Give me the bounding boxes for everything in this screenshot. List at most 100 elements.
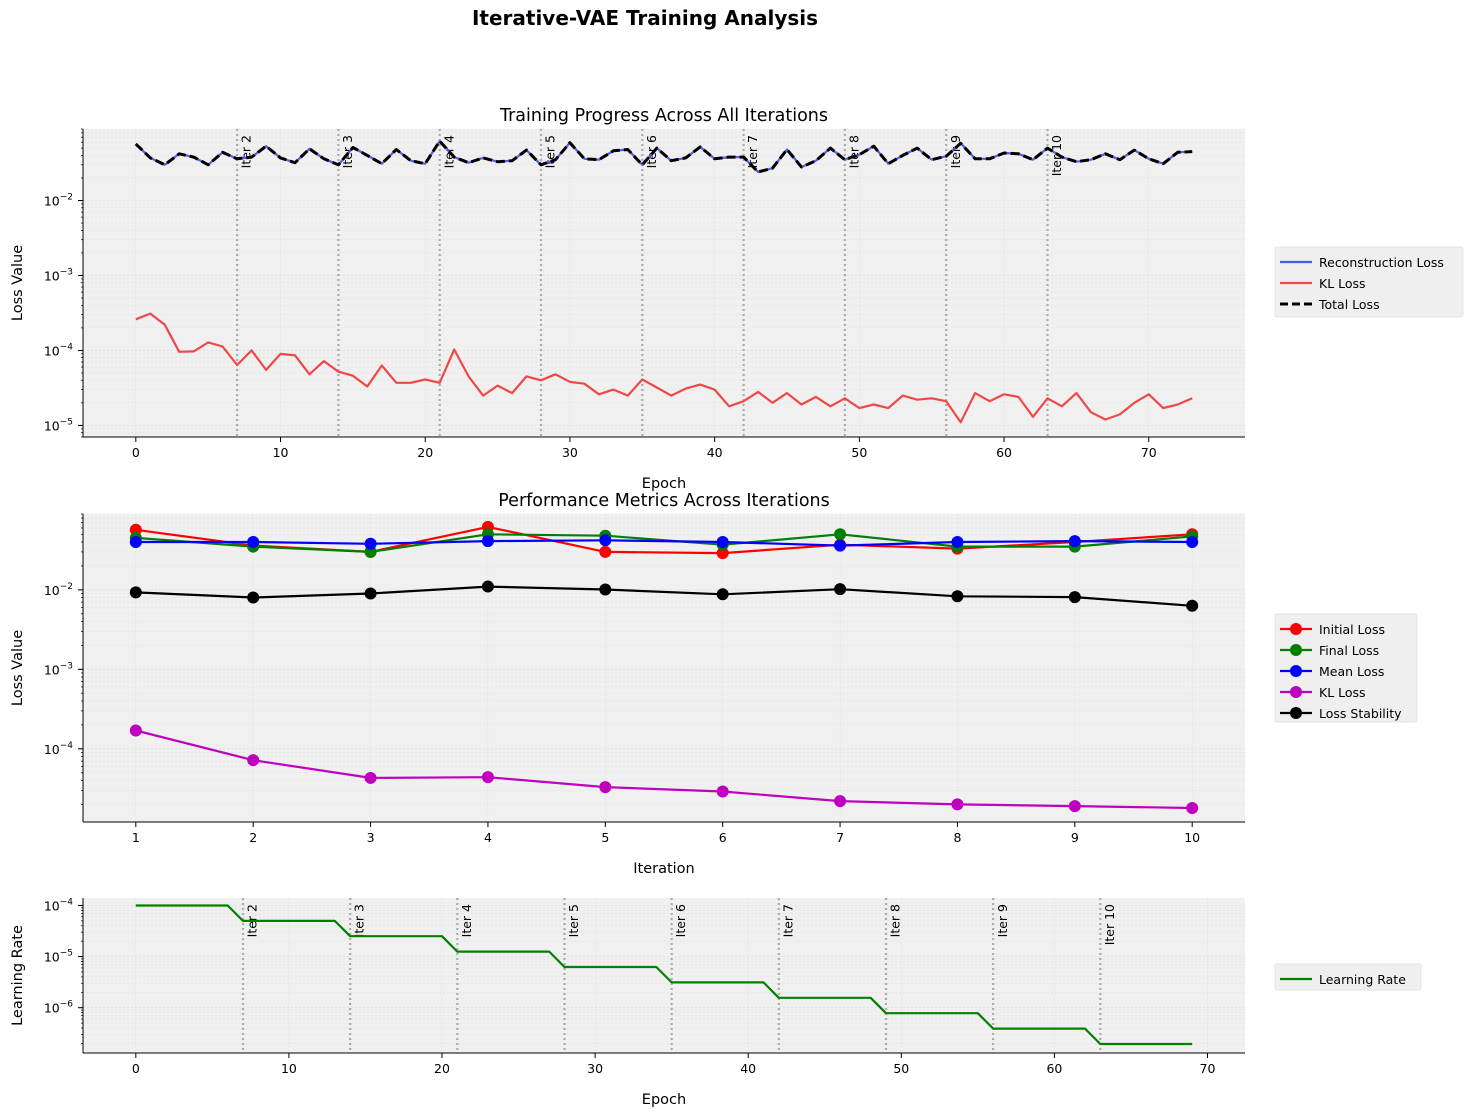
data-point — [834, 528, 847, 541]
legend-label: Final Loss — [1319, 643, 1379, 658]
iteration-marker-label: Iter 10 — [1102, 904, 1117, 945]
legend-box — [1274, 613, 1418, 723]
x-tick-label: 5 — [601, 830, 609, 845]
y-tick-label: 10−4 — [44, 741, 73, 757]
data-point — [129, 535, 142, 548]
y-tick-label: 10−2 — [44, 193, 73, 209]
x-tick-label: 3 — [367, 830, 375, 845]
x-tick-label: 20 — [417, 445, 433, 460]
data-point — [1068, 800, 1081, 813]
y-tick-label: 10−2 — [44, 582, 73, 598]
series-line-total-loss — [134, 139, 1193, 174]
x-axis-title: Iteration — [633, 861, 695, 877]
data-point — [247, 535, 260, 548]
grid — [79, 513, 1245, 822]
data-point — [364, 587, 377, 600]
x-axis-title: Epoch — [642, 476, 686, 492]
data-point — [599, 781, 612, 794]
y-tick-label: 10−4 — [44, 342, 73, 358]
series-line-mean-loss — [135, 539, 1193, 547]
plot-area — [83, 129, 1245, 437]
x-tick-label: 70 — [1200, 1061, 1216, 1076]
y-tick-label: 10−3 — [44, 267, 73, 283]
x-tick-label: 6 — [719, 830, 727, 845]
y-axis-title: Learning Rate — [10, 925, 26, 1026]
data-point — [951, 535, 964, 548]
legend-marker — [1290, 644, 1302, 656]
y-tick-label: 10−6 — [44, 1000, 73, 1016]
series-line-learning-rate — [135, 904, 1193, 1046]
x-tick-label: 0 — [132, 1061, 140, 1076]
legend-box — [1274, 963, 1422, 991]
data-point — [599, 583, 612, 596]
data-point — [1186, 599, 1199, 612]
x-tick-label: 20 — [434, 1061, 450, 1076]
iteration-marker-label: Iter 2 — [239, 135, 254, 168]
x-tick-label: 30 — [587, 1061, 603, 1076]
legend: Learning Rate — [1274, 963, 1422, 991]
legend-label: Initial Loss — [1319, 622, 1385, 637]
data-point — [834, 795, 847, 808]
legend-marker — [1290, 707, 1302, 719]
data-point — [716, 785, 729, 798]
iteration-marker-label: Iter 9 — [995, 904, 1010, 937]
panel-title: Performance Metrics Across Iterations — [498, 491, 830, 511]
iteration-marker-label: Iter 7 — [780, 904, 795, 937]
x-tick-label: 8 — [953, 830, 961, 845]
data-point — [1186, 535, 1199, 548]
data-point — [1068, 535, 1081, 548]
x-tick-label: 30 — [562, 445, 578, 460]
data-point — [1068, 591, 1081, 604]
data-point — [716, 588, 729, 601]
iteration-marker-label: Iter 6 — [644, 135, 659, 168]
data-point — [716, 547, 729, 560]
x-tick-label: 1 — [132, 830, 140, 845]
x-tick-label: 60 — [996, 445, 1012, 460]
legend-label: Learning Rate — [1319, 972, 1406, 987]
data-point — [481, 771, 494, 784]
data-point — [834, 539, 847, 552]
x-tick-label: 70 — [1141, 445, 1157, 460]
x-axis-title: Epoch — [642, 1092, 686, 1108]
y-tick-label: 10−5 — [44, 949, 73, 965]
y-tick-label: 10−3 — [44, 661, 73, 677]
x-tick-label: 4 — [484, 830, 492, 845]
series-line-kl-loss — [135, 312, 1193, 424]
x-tick-label: 50 — [893, 1061, 909, 1076]
iteration-marker-label: Iter 3 — [340, 135, 355, 168]
legend-label: Total Loss — [1318, 297, 1380, 312]
legend-marker — [1290, 665, 1302, 677]
y-axis-title: Loss Value — [10, 630, 26, 706]
panel-3: Iter 2 Iter 3 Iter 4 Iter 5 Iter 6 Iter 7 Iter… — [10, 897, 1422, 1108]
x-tick-label: 0 — [132, 445, 140, 460]
data-point — [599, 545, 612, 558]
x-tick-label: 9 — [1071, 830, 1079, 845]
data-point — [599, 534, 612, 547]
x-tick-label: 50 — [851, 445, 867, 460]
plot-area — [83, 514, 1245, 822]
legend-box — [1274, 246, 1464, 318]
data-point — [129, 724, 142, 737]
iteration-marker-label: Iter 3 — [352, 904, 367, 937]
data-point — [364, 537, 377, 550]
legend: Reconstruction Loss KL Loss Total Loss — [1274, 246, 1464, 318]
grid — [79, 128, 1245, 438]
panel-1: Iter 2 Iter 3 Iter 4 Iter 5 Iter 6 Iter 7 Iter… — [10, 106, 1464, 492]
iteration-marker-label: Iter 6 — [673, 904, 688, 937]
y-tick-label: 10−4 — [44, 897, 73, 913]
x-tick-label: 40 — [707, 445, 723, 460]
iteration-marker-label: Iter 10 — [1049, 135, 1064, 176]
series-line-loss-stability — [135, 585, 1193, 607]
legend-marker — [1290, 623, 1302, 635]
panel-title: Training Progress Across All Iterations — [499, 106, 828, 126]
x-tick-label: 2 — [249, 830, 257, 845]
data-point — [247, 591, 260, 604]
series-line-kl-loss — [135, 729, 1193, 810]
x-tick-label: 10 — [273, 445, 289, 460]
x-tick-label: 7 — [836, 830, 844, 845]
legend-label: KL Loss — [1319, 685, 1366, 700]
data-point — [247, 754, 260, 767]
data-point — [834, 583, 847, 596]
data-point — [951, 798, 964, 811]
